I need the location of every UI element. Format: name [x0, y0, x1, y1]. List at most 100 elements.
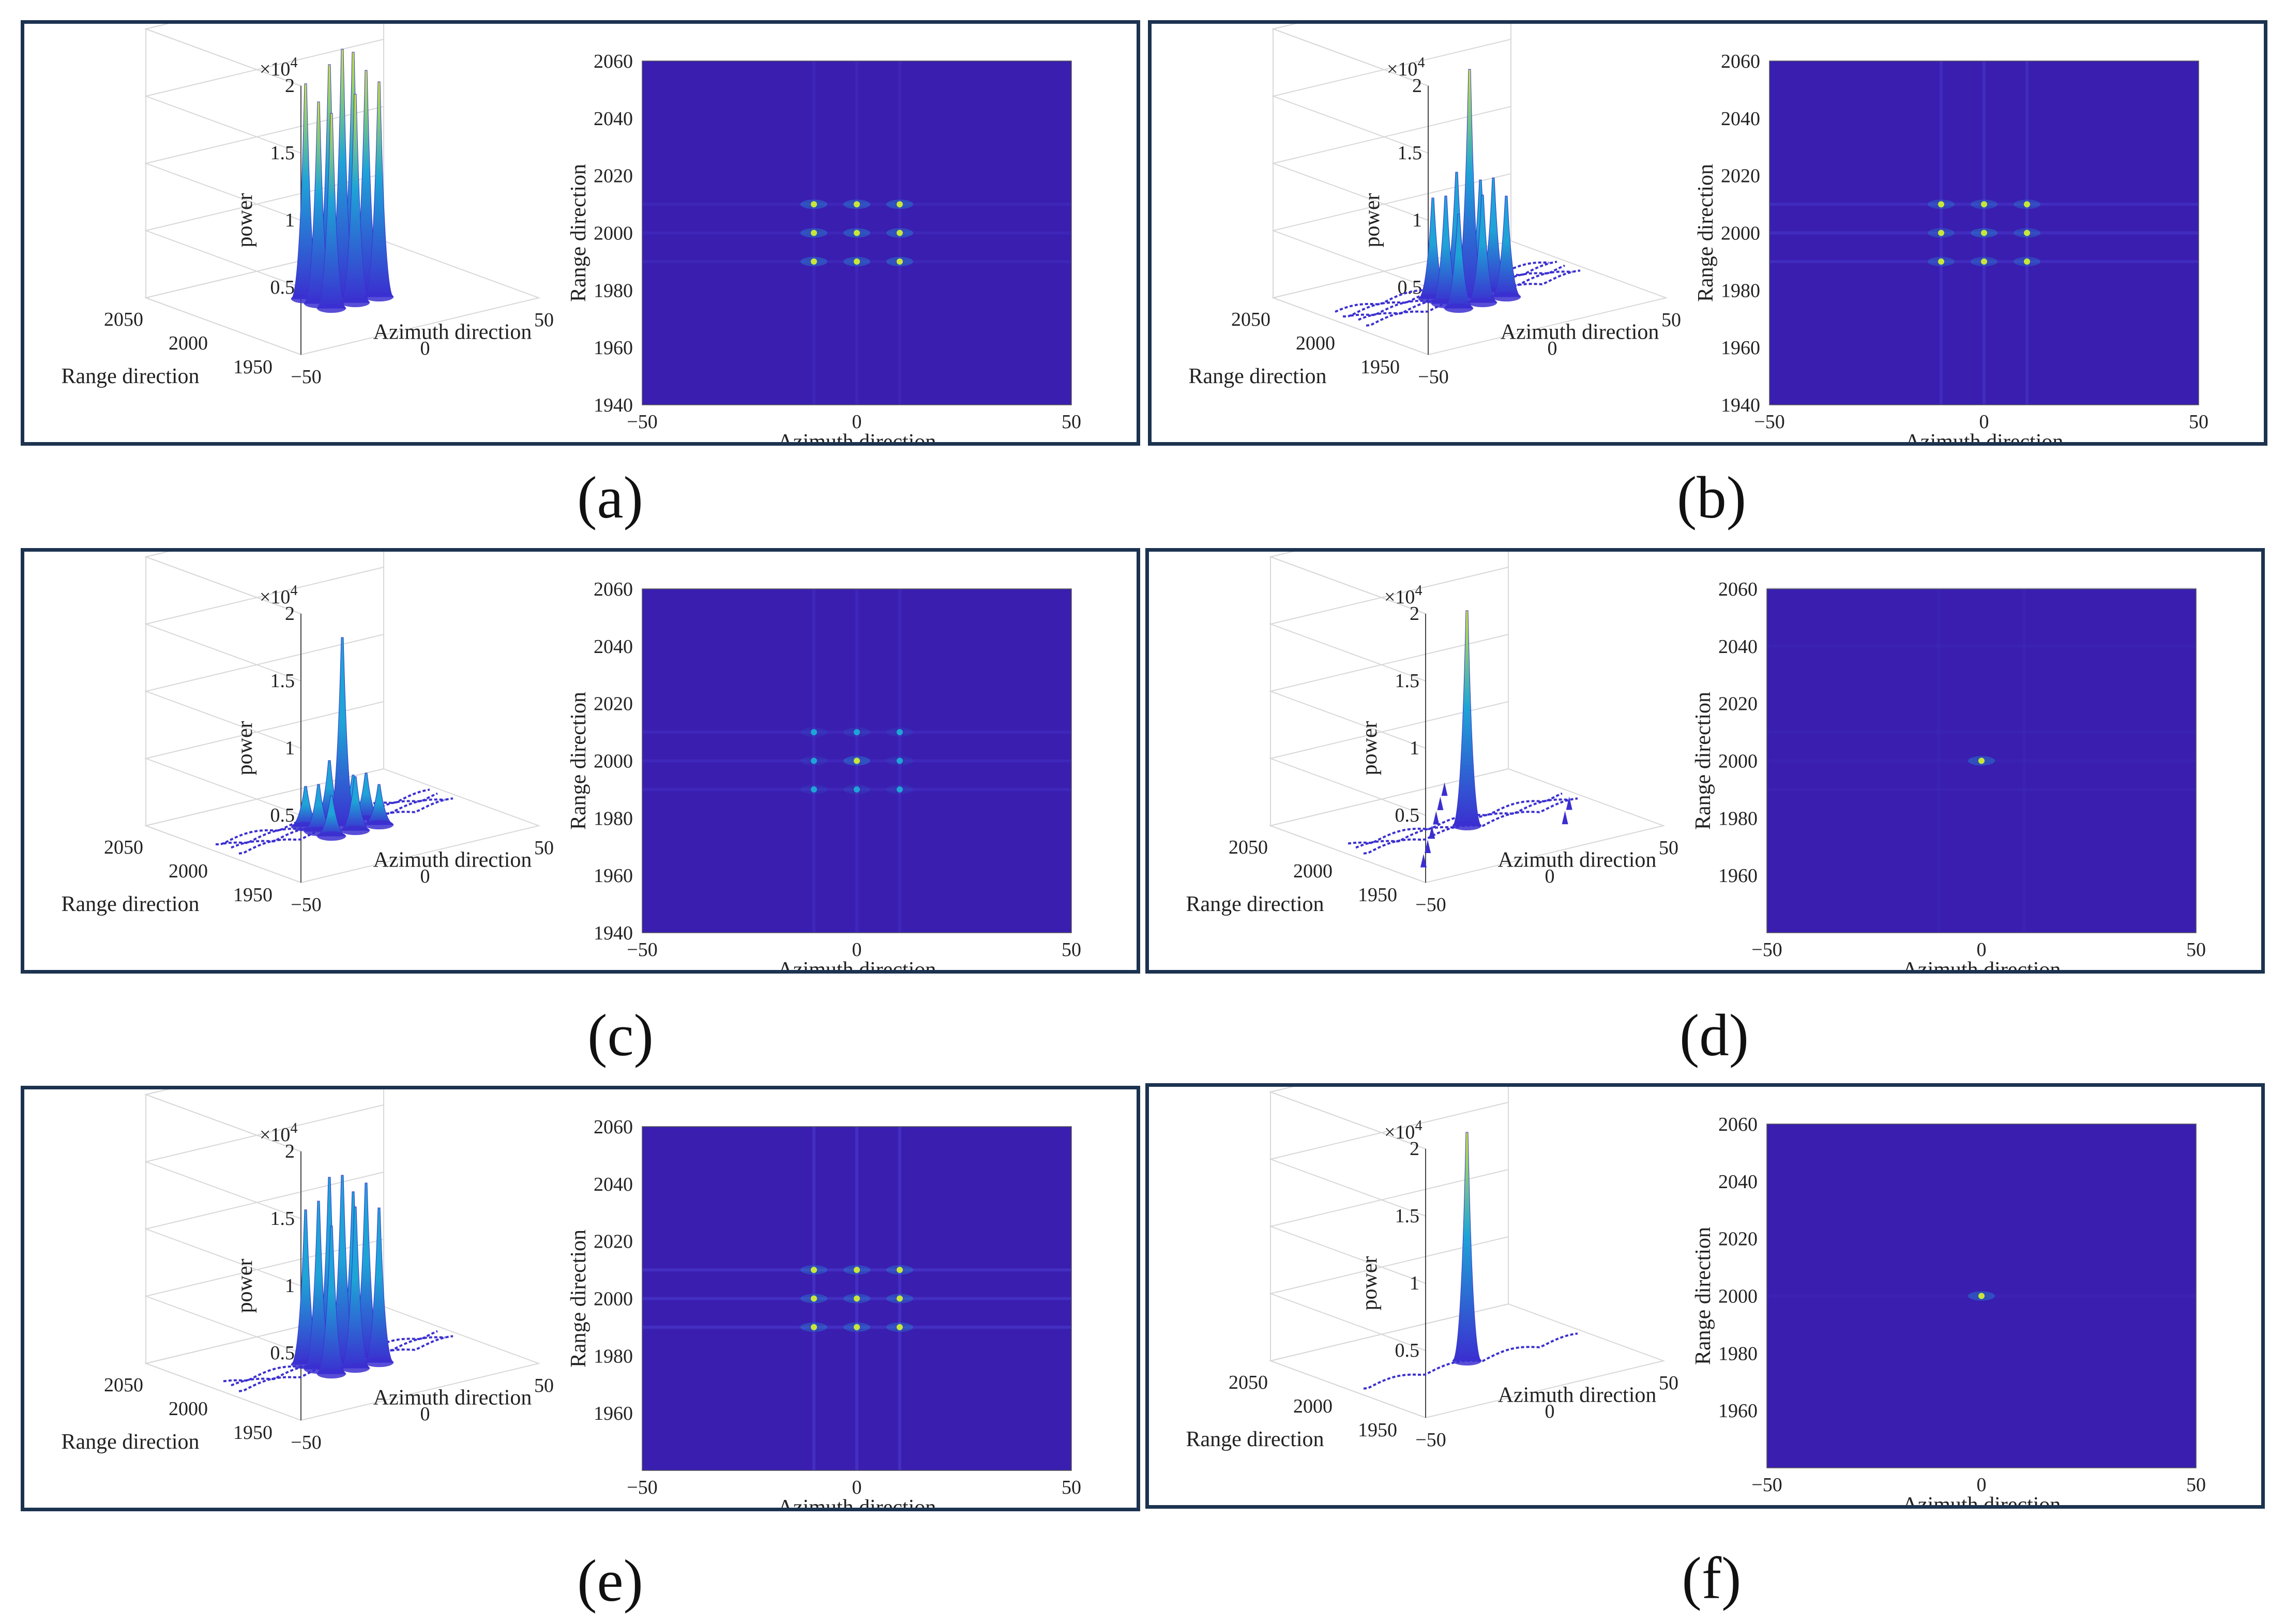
peak-base — [317, 303, 346, 313]
heatmap-y-tick-label: 2020 — [594, 1231, 633, 1253]
sidelobe-spike — [1429, 825, 1435, 839]
heatmap-frame — [1766, 1124, 2197, 1468]
heatmap-y-tick-label: 1980 — [1718, 1343, 1758, 1364]
z-gridline — [144, 1172, 384, 1286]
heatmap-plot-f: 1960 1980 2000 2020 2040 2060 −50 0 50 Azimuth di… — [1691, 1114, 2206, 1505]
heatmap-y-tick-label: 2040 — [1718, 1171, 1758, 1193]
z-gridline — [1268, 552, 1426, 614]
peak-base — [341, 298, 370, 308]
peak — [1467, 194, 1498, 303]
azimuth-tick-label: 50 — [534, 837, 554, 859]
panel-b: 0.5 1 1.5 2 ×104 power 2050 2000 1950 Range direc… — [1148, 20, 2267, 446]
target-point — [897, 258, 903, 265]
target-point — [854, 1267, 860, 1273]
z-gridline — [1268, 1102, 1509, 1217]
sidelobe-streak — [223, 1330, 438, 1383]
sidelobe-spike — [1425, 839, 1431, 853]
azimuth-tick-label: −50 — [291, 366, 321, 388]
peak — [364, 1207, 395, 1363]
heatmap-y-tick-label: 2000 — [1718, 1286, 1758, 1308]
z-exponent-sup: 4 — [1415, 583, 1422, 599]
azimuth-tick-label: −50 — [1415, 894, 1446, 916]
heatmap-y-tick-label: 1960 — [594, 337, 633, 359]
peak-base — [365, 820, 394, 830]
z-tick-label: 0.5 — [270, 805, 295, 826]
z-gridline — [1268, 1236, 1509, 1351]
heatmap-y-tick-label: 2020 — [594, 165, 633, 187]
z-gridline — [1268, 1169, 1509, 1284]
peak-base — [1468, 298, 1497, 308]
heatmap-y-tick-label: 2000 — [1721, 223, 1760, 245]
target-point — [854, 757, 860, 764]
heatmap-x-tick-label: 50 — [1062, 411, 1081, 433]
range-axis-label: Range direction — [61, 1430, 199, 1454]
azimuth-tick-label: 0 — [420, 338, 430, 359]
azimuth-tick-label: 50 — [1661, 309, 1681, 331]
heatmap-y-axis-label: Range direction — [567, 1230, 591, 1368]
floor — [1268, 768, 1666, 884]
target-point — [854, 1324, 860, 1330]
heatmap-x-tick-label: 0 — [852, 939, 862, 961]
heatmap-plot-e: 1960 1980 2000 2020 2040 2060 −50 0 50 Azimuth di… — [567, 1116, 1081, 1508]
sidelobe-line-azimuth — [1937, 589, 1940, 933]
peak — [340, 94, 371, 303]
panel-label-c: (c) — [587, 1003, 654, 1068]
heatmap-x-tick-label: 50 — [1062, 1477, 1081, 1498]
z-gridline — [1271, 173, 1511, 288]
z-exponent-sup: 4 — [290, 583, 297, 599]
range-tick-label: 2000 — [1293, 860, 1333, 882]
azimuth-axis-label: Azimuth direction — [1498, 1384, 1657, 1407]
range-axis-label: Range direction — [1188, 365, 1326, 388]
z-gridline — [144, 552, 301, 614]
z-tick-label: 2 — [1412, 75, 1422, 97]
heatmap-frame — [642, 1126, 1072, 1471]
sidelobe-line-range — [1767, 787, 2196, 791]
peak — [316, 113, 347, 309]
heatmap-x-axis-label: Azimuth direction — [1905, 430, 2064, 442]
heatmap-y-tick-label: 2020 — [594, 693, 633, 715]
sidelobe-spike — [1420, 854, 1427, 868]
range-tick-label: 2050 — [1229, 1372, 1268, 1393]
z-axis-label: power — [233, 193, 257, 248]
azimuth-tick-label: 0 — [420, 1403, 430, 1425]
heatmap-y-tick-label: 2000 — [1718, 751, 1758, 772]
heatmap-y-tick-label: 2000 — [594, 223, 633, 245]
range-tick-label: 2000 — [169, 860, 208, 882]
sidelobe-spike — [1437, 796, 1444, 810]
range-tick-label: 2000 — [169, 332, 208, 354]
heatmap-x-tick-label: 0 — [1977, 1474, 1987, 1496]
heatmap-y-tick-label: 2060 — [1718, 579, 1758, 600]
peak — [1451, 1132, 1482, 1361]
z-tick-label: 0.5 — [1395, 805, 1420, 826]
sidelobe-streak — [1366, 269, 1581, 327]
heatmap-y-tick-label: 2020 — [1718, 693, 1758, 715]
azimuth-tick-label: −50 — [1415, 1429, 1446, 1451]
panel-label-d: (d) — [1679, 1003, 1749, 1068]
sidelobe-streak — [215, 788, 430, 846]
heatmap-x-tick-label: −50 — [627, 939, 657, 961]
z-gridline — [144, 39, 384, 154]
target-point — [897, 1324, 903, 1330]
range-axis-label: Range direction — [1186, 892, 1324, 916]
target-point — [811, 729, 817, 736]
target-point — [854, 258, 860, 265]
heatmap-y-tick-label: 2040 — [594, 636, 633, 658]
peak-base — [341, 1363, 370, 1373]
azimuth-axis-label: Azimuth direction — [373, 1386, 532, 1410]
target-point — [897, 729, 903, 736]
target-point — [897, 757, 903, 764]
heatmap-y-tick-label: 2000 — [594, 751, 633, 772]
panel-e: 0.5 1 1.5 2 ×104 power 2050 2000 1950 Range direc… — [21, 1086, 1140, 1511]
heatmap-y-tick-label: 2060 — [1721, 51, 1760, 72]
peak — [340, 1206, 371, 1369]
range-axis-label: Range direction — [1186, 1428, 1324, 1451]
panel-label-b: (b) — [1676, 465, 1747, 530]
heatmap-x-tick-label: 50 — [2186, 1474, 2206, 1496]
sidelobe-line-range — [1767, 731, 2196, 734]
peak-base — [317, 1369, 346, 1379]
z-exponent-sup: 4 — [290, 1120, 297, 1136]
